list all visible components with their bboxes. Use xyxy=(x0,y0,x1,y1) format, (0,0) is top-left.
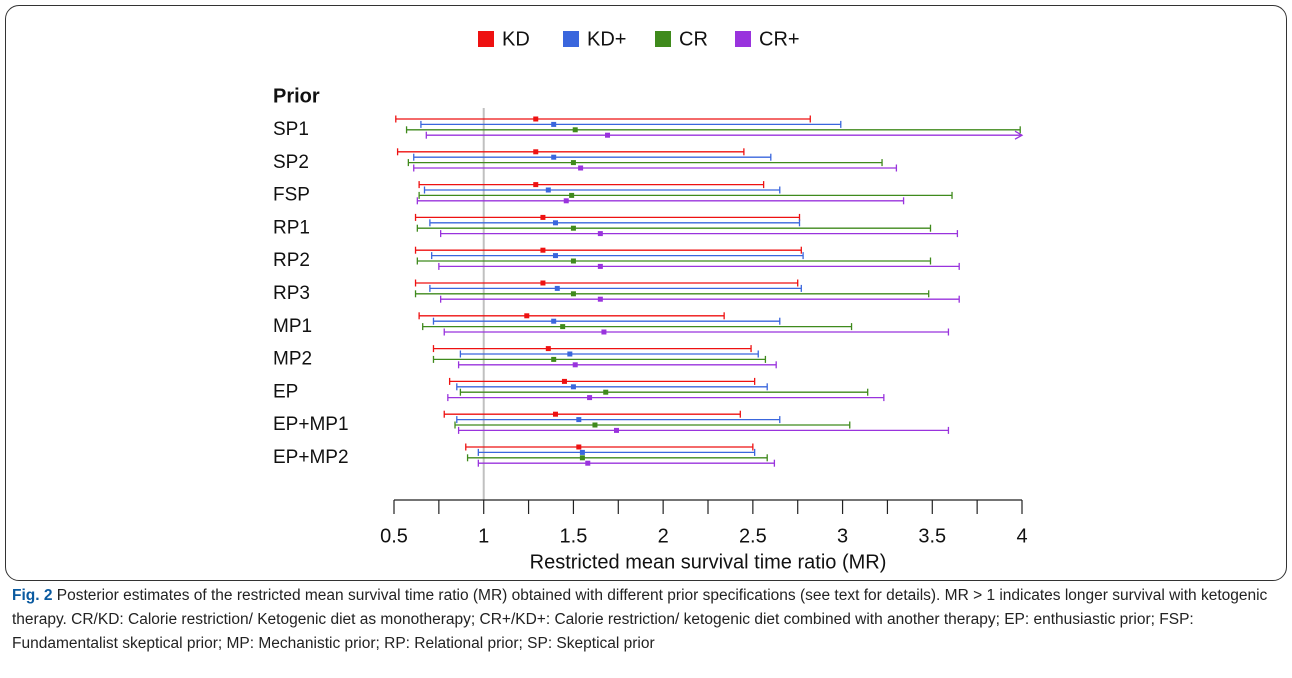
interval-arrow xyxy=(1014,130,1024,140)
legend-label: CR xyxy=(679,28,708,50)
point-estimate xyxy=(579,455,585,461)
point-estimate xyxy=(572,127,578,133)
point-estimate xyxy=(570,384,576,390)
x-tick-label: 2 xyxy=(658,525,669,547)
x-tick-label: 2.5 xyxy=(739,525,767,547)
point-estimate xyxy=(524,313,530,319)
point-estimate xyxy=(570,291,576,297)
legend-label: CR+ xyxy=(759,28,800,50)
point-estimate xyxy=(569,192,575,198)
point-estimate xyxy=(545,187,551,193)
category-label: EP xyxy=(273,381,298,402)
point-estimate xyxy=(545,346,551,352)
x-tick-label: 3.5 xyxy=(918,525,946,547)
category-label: EP+MP1 xyxy=(273,414,349,435)
x-tick-label: 1.5 xyxy=(560,525,588,547)
legend-swatch xyxy=(735,31,751,47)
x-tick-label: 4 xyxy=(1016,525,1027,547)
x-tick-label: 0.5 xyxy=(380,525,408,547)
caption-text: Posterior estimates of the restricted me… xyxy=(12,587,1268,652)
category-label: MP1 xyxy=(273,316,312,337)
caption: Fig. 2 Posterior estimates of the restri… xyxy=(12,584,1282,656)
point-estimate xyxy=(576,444,582,450)
point-estimate xyxy=(552,411,558,417)
category-label: SP1 xyxy=(273,119,309,140)
point-estimate xyxy=(572,362,578,368)
point-estimate xyxy=(563,198,569,204)
point-estimate xyxy=(603,389,609,395)
caption-label: Fig. 2 xyxy=(12,587,53,604)
point-estimate xyxy=(567,351,573,357)
category-label: SP2 xyxy=(273,152,309,173)
category-label: RP3 xyxy=(273,283,310,304)
point-estimate xyxy=(552,253,558,259)
point-estimate xyxy=(554,285,560,291)
category-label: FSP xyxy=(273,185,310,206)
point-estimate xyxy=(551,154,557,160)
point-estimate xyxy=(579,449,585,455)
x-tick-label: 1 xyxy=(478,525,489,547)
point-estimate xyxy=(597,263,603,269)
point-estimate xyxy=(605,132,611,138)
point-estimate xyxy=(601,329,607,335)
point-estimate xyxy=(613,427,619,433)
legend-swatch xyxy=(563,31,579,47)
point-estimate xyxy=(540,247,546,253)
point-estimate xyxy=(570,258,576,264)
legend-swatch xyxy=(655,31,671,47)
point-estimate xyxy=(560,324,566,330)
point-estimate xyxy=(585,460,591,466)
point-estimate xyxy=(551,121,557,127)
x-tick-label: 3 xyxy=(837,525,848,547)
point-estimate xyxy=(552,220,558,226)
legend-label: KD xyxy=(502,28,530,50)
point-estimate xyxy=(540,280,546,286)
point-estimate xyxy=(592,422,598,428)
legend-label: KD+ xyxy=(587,28,626,50)
category-label: RP1 xyxy=(273,217,310,238)
point-estimate xyxy=(533,182,539,188)
point-estimate xyxy=(576,417,582,423)
point-estimate xyxy=(551,356,557,362)
chart: Prior Restricted mean survival time rati… xyxy=(273,28,1028,573)
point-estimate xyxy=(570,160,576,166)
point-estimate xyxy=(597,231,603,237)
figure-frame xyxy=(5,5,1287,581)
point-estimate xyxy=(551,318,557,324)
category-label: RP2 xyxy=(273,250,310,271)
point-estimate xyxy=(597,296,603,302)
point-estimate xyxy=(587,395,593,401)
x-axis-label: Restricted mean survival time ratio (MR) xyxy=(530,551,887,573)
point-estimate xyxy=(570,225,576,231)
point-estimate xyxy=(540,214,546,220)
point-estimate xyxy=(533,116,539,122)
legend-swatch xyxy=(478,31,494,47)
category-label: EP+MP2 xyxy=(273,447,349,468)
category-label: MP2 xyxy=(273,349,312,370)
point-estimate xyxy=(533,149,539,155)
point-estimate xyxy=(561,378,567,384)
point-estimate xyxy=(578,165,584,171)
category-header: Prior xyxy=(273,85,320,107)
